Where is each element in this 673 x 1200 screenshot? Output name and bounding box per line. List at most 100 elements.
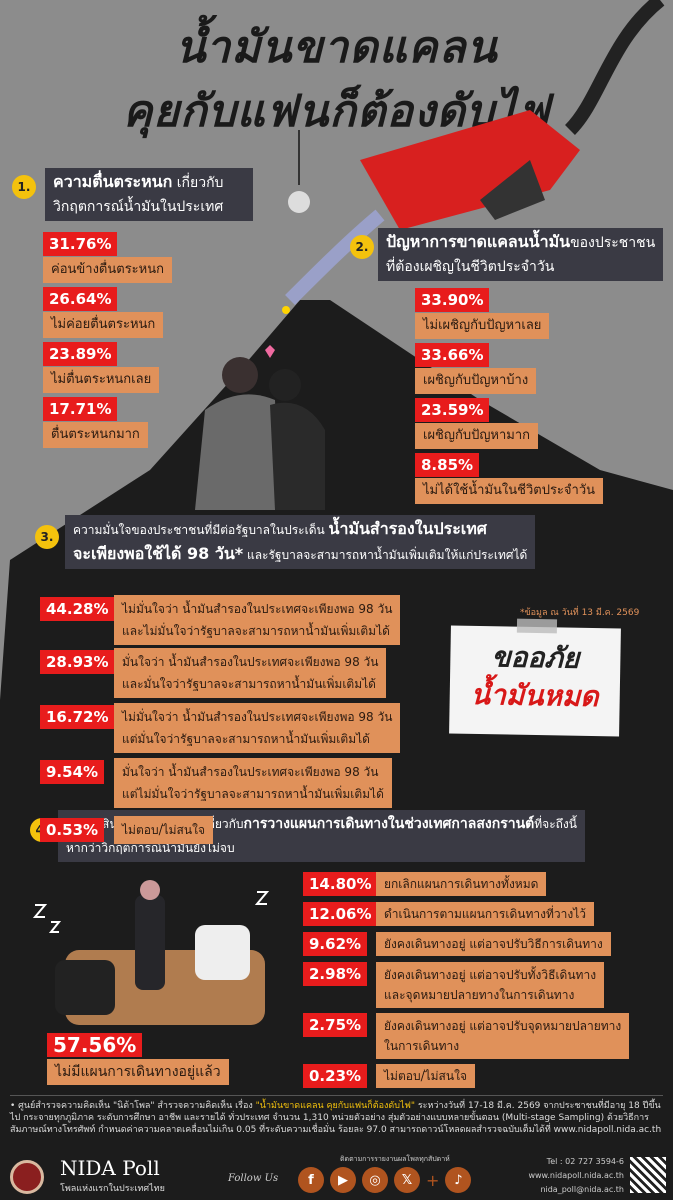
q4-main-percent: 57.56% [47, 1033, 143, 1057]
question-3-badge: 3. [35, 525, 59, 549]
email-link[interactable]: nida_poll@nida.ac.th [540, 1185, 624, 1194]
question-4-title-bold: การวางแผนการเดินทางในช่วงเทศกาลสงกรานต์ [243, 816, 535, 832]
website-link[interactable]: www.nidapoll.nida.ac.th [528, 1171, 624, 1180]
q1-label: ไม่ค่อยตื่นตระหนก [43, 312, 164, 338]
q3-label-line2: และไม่มั่นใจว่ารัฐบาลจะสามารถหาน้ำมันเพิ… [122, 624, 390, 638]
q3-label-line1: ไม่มั่นใจว่า น้ำมันสำรองในประเทศจะเพียงพ… [122, 602, 393, 616]
q4-label-line1: ไม่ตอบ/ไม่สนใจ [384, 1069, 467, 1083]
q4-percent: 0.23% [303, 1064, 368, 1088]
q3-label-line1: มั่นใจว่า น้ำมันสำรองในประเทศจะเพียงพอ 9… [122, 655, 379, 669]
follow-us-label: Follow Us [228, 1173, 279, 1184]
q4-label-line1: ยังคงเดินทางอยู่ แต่อาจปรับจุดหมายปลายทา… [384, 1019, 622, 1033]
q4-label: ยังคงเดินทางอยู่ แต่อาจปรับวิธีการเดินทา… [376, 932, 611, 956]
q4-label: ไม่ตอบ/ไม่สนใจ [376, 1064, 475, 1088]
q2-percent: 33.66% [415, 343, 490, 367]
question-2-header: ปัญหาการขาดแคลนน้ำมันของประชาชน ที่ต้องเ… [378, 228, 664, 281]
methodology-highlight: "น้ำมันขาดแคลน คุยกับแฟนก็ต้องดับไฟ" [255, 1101, 415, 1111]
q4-label-line2: และจุดหมายปลายทางในการเดินทาง [384, 988, 575, 1002]
question-3-title-bold2: จะเพียงพอใช้ได้ 98 วัน* [73, 544, 244, 563]
footer-divider [10, 1095, 663, 1096]
q4-percent: 9.62% [303, 932, 368, 956]
family-on-sofa-illustration [32, 880, 270, 1025]
q3-label-line2: แต่ไม่มั่นใจว่ารัฐบาลจะสามารถหาน้ำมันเพิ… [122, 787, 384, 801]
plus-sign: + [426, 1170, 440, 1190]
methodology-part2: ระหว่างวันที่ 17-18 มี.ค. 2569 จากประชาช… [10, 1101, 662, 1135]
q3-label: ไม่มั่นใจว่า น้ำมันสำรองในประเทศจะเพียงพ… [114, 595, 401, 645]
question-4-header: การตัดสินใจของประชาชนเกี่ยวกับการวางแผนก… [58, 810, 585, 862]
couple-hugging-illustration [195, 345, 325, 510]
facebook-icon[interactable]: f [298, 1167, 324, 1193]
q3-label-line1: มั่นใจว่า น้ำมันสำรองในประเทศจะเพียงพอ 9… [122, 765, 379, 779]
q3-label-line2: และมั่นใจว่ารัฐบาลจะสามารถหาน้ำมันเพิ่มเ… [122, 677, 376, 691]
q4-main-label: ไม่มีแผนการเดินทางอยู่แล้ว [47, 1059, 229, 1085]
q4-label-line1: ยังคงเดินทางอยู่ แต่อาจปรับทั้งวิธีเดินท… [384, 968, 597, 982]
x-icon[interactable]: 𝕏 [394, 1167, 420, 1193]
question-1-header: ความตื่นตระหนก เกี่ยวกับ วิกฤตการณ์น้ำมั… [45, 168, 253, 221]
q2-percent: 8.85% [415, 453, 480, 477]
q4-percent: 14.80% [303, 872, 378, 896]
q1-percent: 17.71% [43, 397, 118, 421]
q3-percent: 44.28% [40, 597, 115, 621]
question-1-badge: 1. [12, 175, 36, 199]
q3-percent: 9.54% [40, 760, 105, 784]
title-line-1: น้ำมันขาดแคลน [175, 22, 498, 73]
q2-label: ไม่เผชิญกับปัญหาเลย [415, 313, 550, 339]
fuel-nozzle-illustration [282, 0, 665, 314]
sticky-line-2: น้ำมันหมด [470, 677, 599, 714]
q4-label-line1: ยังคงเดินทางอยู่ แต่อาจปรับวิธีการเดินทา… [384, 937, 603, 951]
question-2-badge: 2. [350, 235, 374, 259]
question-3-title-part1: ความมั่นใจของประชาชนที่มีต่อรัฐบาลในประเ… [73, 523, 329, 537]
q3-percent: 28.93% [40, 650, 115, 674]
instagram-icon[interactable]: ◎ [362, 1167, 388, 1193]
q3-label-line1: ไม่ตอบ/ไม่สนใจ [122, 823, 205, 837]
sleep-z-icon [48, 921, 62, 933]
question-3-header: ความมั่นใจของประชาชนที่มีต่อรัฐบาลในประเ… [65, 515, 536, 569]
brand-tagline: โพลแห่งแรกในประเทศไทย [60, 1184, 165, 1194]
q2-label: เผชิญกับปัญหามาก [415, 423, 539, 449]
contact-info: Tel : 02 727 3594-6 www.nidapoll.nida.ac… [510, 1155, 624, 1197]
q2-percent: 23.59% [415, 398, 490, 422]
light-bulb-icon [288, 130, 310, 213]
q3-label: ไม่ตอบ/ไม่สนใจ [114, 816, 213, 844]
tiktok-icon[interactable]: ♪ [445, 1167, 472, 1193]
sleep-z-icon [254, 891, 270, 905]
q2-label: ไม่ได้ใช้น้ำมันในชีวิตประจำวัน [415, 478, 604, 504]
q4-label: ยังคงเดินทางอยู่ แต่อาจปรับทั้งวิธีเดินท… [376, 962, 605, 1008]
q3-label-line1: ไม่มั่นใจว่า น้ำมันสำรองในประเทศจะเพียงพ… [122, 710, 393, 724]
question-1-title-rest: เกี่ยวกับ [172, 175, 224, 191]
q3-percent: 16.72% [40, 705, 115, 729]
q3-label: มั่นใจว่า น้ำมันสำรองในประเทศจะเพียงพอ 9… [114, 648, 387, 698]
q4-label-line1: ดำเนินการตามแผนการเดินทางที่วางไว้ [384, 907, 586, 921]
question-3-title-bold1: น้ำมันสำรองในประเทศ [328, 519, 487, 538]
question-4-title-part2: ที่จะถึงนี้ [534, 817, 577, 831]
question-4-title-line2: หากว่าวิกฤตการณ์น้ำมันยังไม่จบ [66, 841, 235, 855]
phone: Tel : 02 727 3594-6 [546, 1157, 624, 1166]
q3-percent: 0.53% [40, 818, 105, 842]
q4-label: ยกเลิกแผนการเดินทางทั้งหมด [376, 872, 547, 896]
nida-logo-seal [10, 1160, 44, 1194]
q4-percent: 2.75% [303, 1013, 368, 1037]
q1-label: ค่อนข้างตื่นตระหนก [43, 257, 172, 283]
q3-label: มั่นใจว่า น้ำมันสำรองในประเทศจะเพียงพอ 9… [114, 758, 392, 808]
q1-percent: 23.89% [43, 342, 118, 366]
sleep-z-icon [32, 904, 48, 918]
youtube-icon[interactable]: ▶ [330, 1167, 356, 1193]
qr-code[interactable] [630, 1157, 666, 1193]
question-2-title-rest: ของประชาชน [570, 235, 656, 251]
question-1-title-bold: ความตื่นตระหนก [53, 172, 173, 191]
question-1-title-line2: วิกฤตการณ์น้ำมันในประเทศ [53, 199, 224, 215]
question-2-title-bold: ปัญหาการขาดแคลนน้ำมัน [386, 232, 571, 251]
methodology-part1: • ศูนย์สำรวจความคิดเห็น "นิด้าโพล" สำรวจ… [10, 1101, 256, 1111]
q4-percent: 2.98% [303, 962, 368, 986]
q1-percent: 26.64% [43, 287, 118, 311]
q1-label: ตื่นตระหนกมาก [43, 422, 148, 448]
q4-label: ดำเนินการตามแผนการเดินทางที่วางไว้ [376, 902, 594, 926]
q4-label: ยังคงเดินทางอยู่ แต่อาจปรับจุดหมายปลายทา… [376, 1013, 630, 1059]
tape [516, 618, 558, 634]
q4-label-line1: ยกเลิกแผนการเดินทางทั้งหมด [384, 877, 539, 891]
question-3-title-part2: และรัฐบาลจะสามารถหาน้ำมันเพิ่มเติมให้แก่… [243, 548, 528, 562]
follow-caption: ติดตามการรายงานผลโพลทุกสัปดาห์ [340, 1155, 450, 1163]
question-2-title-line2: ที่ต้องเผชิญในชีวิตประจำวัน [386, 259, 555, 275]
q4-label-line2: ในการเดินทาง [384, 1039, 460, 1053]
q3-label: ไม่มั่นใจว่า น้ำมันสำรองในประเทศจะเพียงพ… [114, 703, 401, 753]
